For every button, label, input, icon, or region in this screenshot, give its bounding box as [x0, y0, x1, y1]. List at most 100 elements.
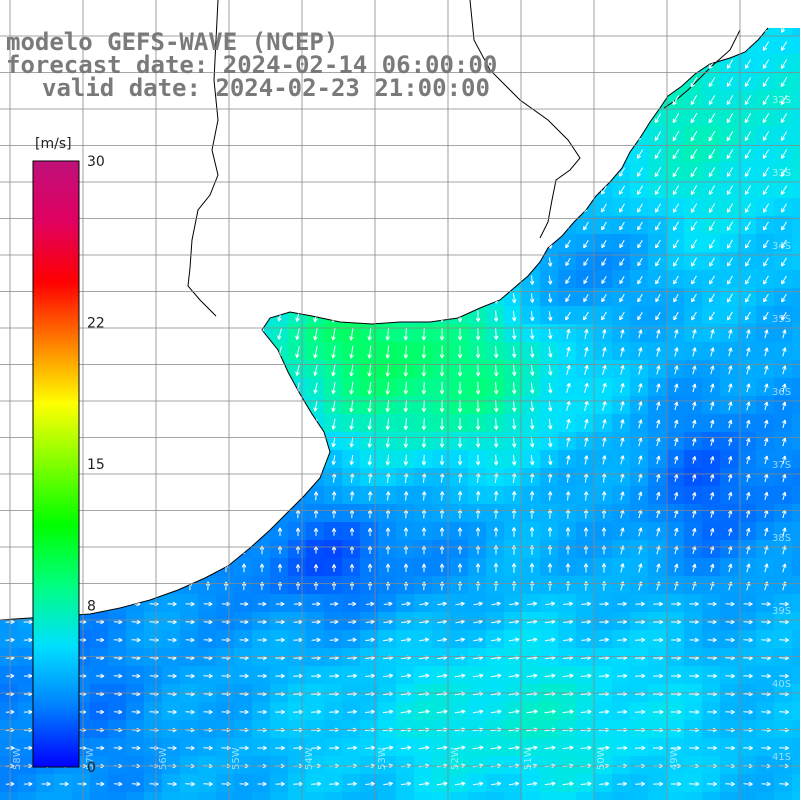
lat-label: 34S [772, 241, 791, 252]
wind-cell [738, 630, 757, 649]
wind-cell [738, 342, 757, 361]
wind-cell [684, 126, 703, 145]
wind-arrow [475, 363, 481, 377]
wind-arrow [436, 781, 448, 787]
wind-arrow [654, 185, 662, 195]
wind-cell [702, 630, 721, 649]
wind-arrow [672, 166, 680, 178]
wind-cell [756, 28, 775, 37]
wind-cell [540, 666, 559, 685]
wind-cell [738, 594, 757, 613]
wind-arrow [726, 95, 734, 106]
wind-cell [540, 468, 559, 487]
wind-arrow [347, 601, 357, 607]
wind-cell [18, 738, 37, 757]
wind-cell [738, 252, 757, 271]
wind-arrow [744, 221, 752, 231]
wind-arrow [547, 509, 553, 519]
wind-arrow [367, 491, 373, 501]
wind-cell [378, 594, 397, 613]
lon-label: 57W [85, 747, 96, 770]
wind-arrow [491, 601, 501, 607]
wind-cell [360, 666, 379, 685]
wind-cell [342, 576, 361, 595]
wind-arrow [113, 619, 123, 625]
wind-arrow [367, 399, 372, 413]
wind-cell [198, 774, 217, 793]
wind-arrow [490, 745, 502, 750]
wind-cell [612, 504, 631, 523]
wind-cell [324, 378, 343, 397]
wind-arrow [726, 59, 734, 69]
wind-cell [90, 756, 109, 775]
wind-cell [468, 738, 487, 757]
wind-cell [216, 648, 235, 667]
wind-arrow [762, 149, 770, 159]
wind-cell [486, 432, 505, 451]
wind-cell [342, 648, 361, 667]
wind-arrow [744, 149, 752, 159]
wind-cell [792, 738, 800, 757]
wind-cell [108, 648, 127, 667]
wind-arrow [367, 345, 372, 359]
wind-cell [738, 324, 757, 343]
wind-cell [756, 576, 775, 595]
wind-cell [414, 486, 433, 505]
wind-cell [594, 432, 613, 451]
wind-arrow [584, 364, 589, 375]
wind-arrow [565, 294, 571, 303]
wind-cell [360, 648, 379, 667]
wind-arrow [295, 346, 300, 359]
wind-cell [378, 432, 397, 451]
wind-arrow [421, 345, 427, 359]
wind-arrow [203, 673, 213, 679]
wind-cell [180, 792, 199, 800]
wind-arrow [692, 527, 697, 536]
wind-arrow [149, 745, 159, 751]
wind-arrow [616, 673, 628, 679]
wind-cell [684, 90, 703, 109]
wind-cell [234, 576, 253, 595]
wind-arrow [529, 293, 535, 303]
wind-cell [342, 702, 361, 721]
wind-cell [198, 648, 217, 667]
wind-arrow [565, 239, 571, 249]
wind-cell [288, 774, 307, 793]
wind-arrow [473, 601, 483, 607]
wind-arrow [382, 709, 394, 715]
wind-cell [198, 738, 217, 757]
wind-arrow [473, 637, 483, 643]
wind-cell [612, 216, 631, 235]
wind-arrow [653, 673, 664, 679]
wind-cell [594, 468, 613, 487]
wind-arrow [493, 454, 499, 466]
wind-cell [324, 504, 343, 523]
wind-arrow [239, 637, 249, 643]
wind-arrow [744, 59, 752, 69]
wind-arrow [654, 167, 662, 178]
wind-arrow [601, 258, 607, 267]
wind-cell [576, 630, 595, 649]
lon-label: 51W [523, 747, 534, 770]
wind-cell [522, 414, 541, 433]
wind-arrow [23, 709, 33, 715]
wind-cell [396, 756, 415, 775]
wind-cell [468, 360, 487, 379]
wind-cell [180, 756, 199, 775]
wind-arrow [638, 419, 643, 429]
wind-arrow [781, 275, 787, 285]
wind-cell [162, 774, 181, 793]
wind-arrow [239, 601, 249, 607]
wind-arrow [601, 293, 607, 303]
wind-cell [774, 90, 793, 109]
wind-arrow [529, 328, 535, 340]
wind-arrow [490, 673, 502, 678]
wind-cell [306, 756, 325, 775]
wind-cell [270, 666, 289, 685]
wind-arrow [709, 293, 715, 303]
wind-cell [252, 702, 271, 721]
wind-arrow [619, 276, 625, 285]
wind-cell [504, 486, 523, 505]
wind-arrow [403, 454, 409, 466]
wind-cell [684, 702, 703, 721]
